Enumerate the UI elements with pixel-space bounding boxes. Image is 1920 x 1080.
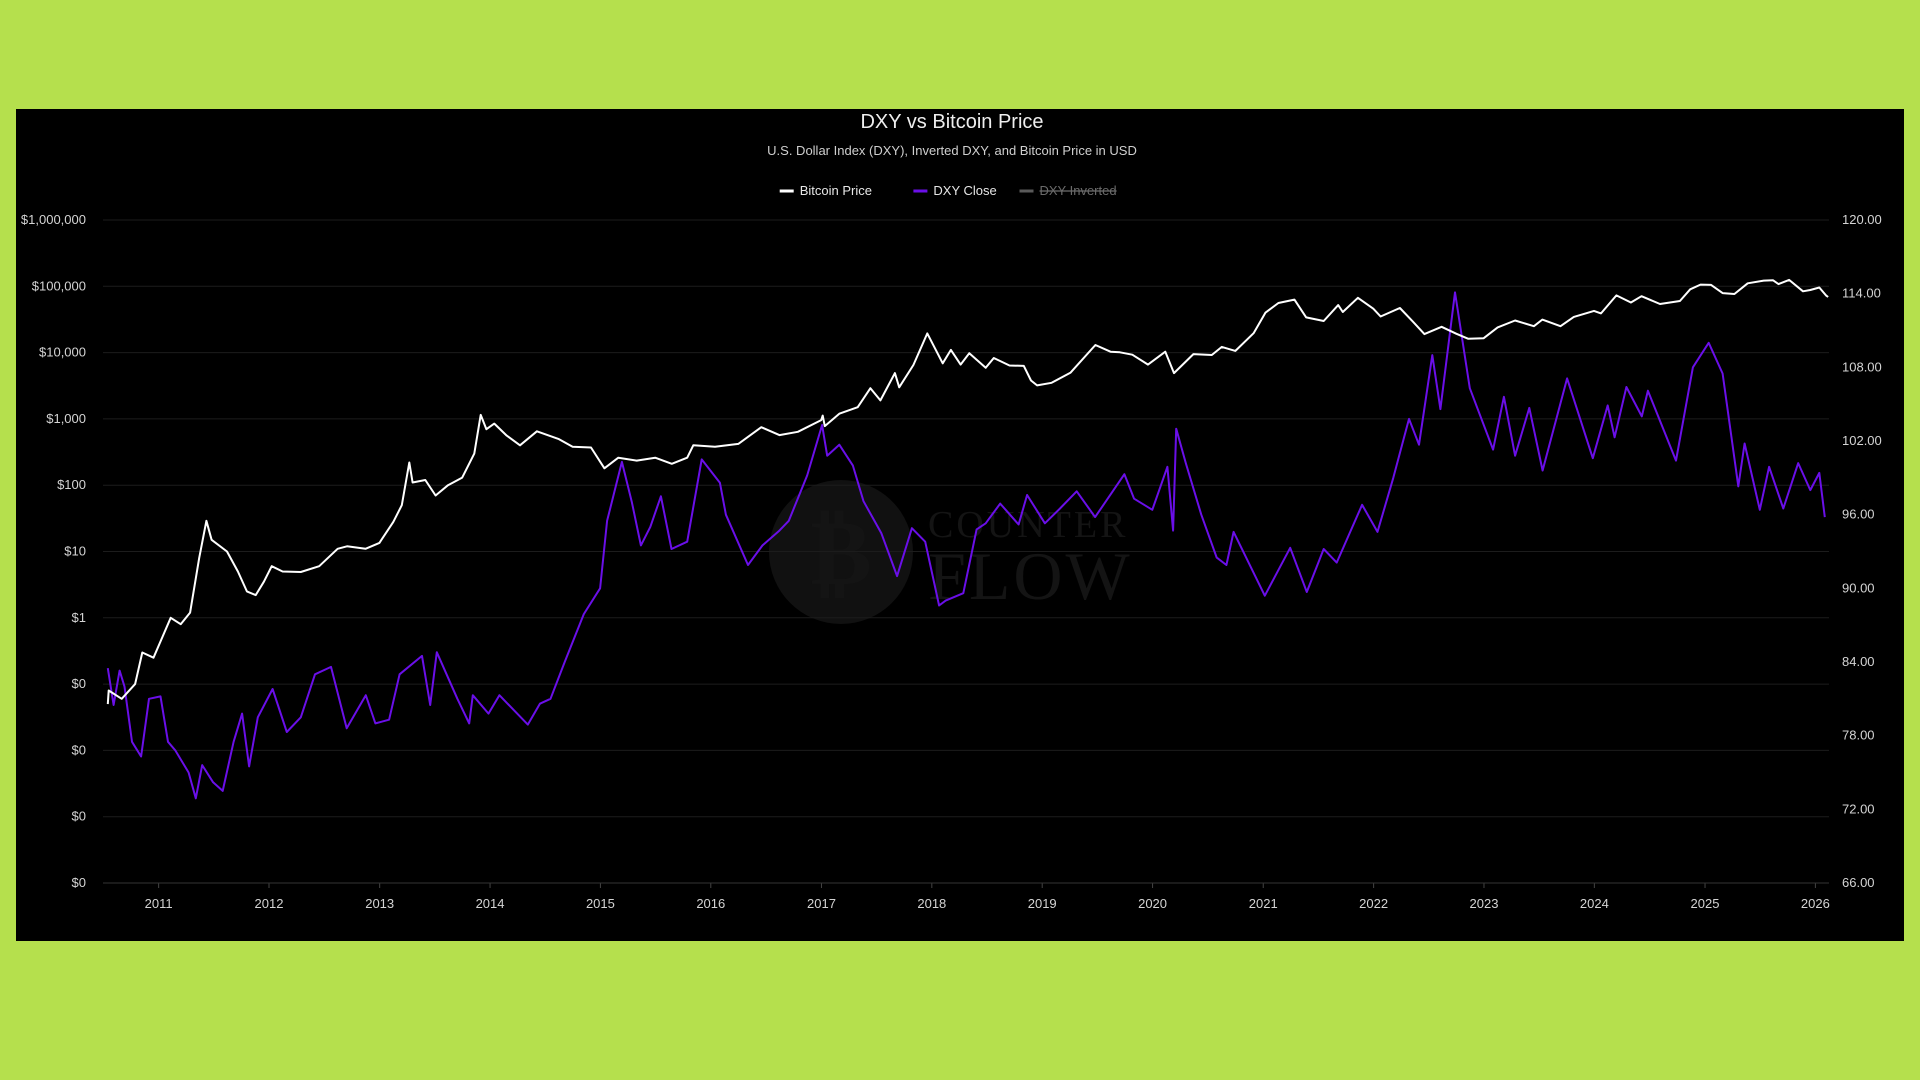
x-tick-label: 2025 (1691, 896, 1720, 911)
chart-panel: ₿ COUNTER FLOW $0 $0 $0 $0 $1 $10 $100 $1,000 $1… (16, 109, 1904, 941)
series-layer (106, 278, 1829, 800)
legend-label: DXY Inverted (1040, 183, 1117, 198)
x-tick-label: 2019 (1028, 896, 1057, 911)
x-tick-label: 2014 (476, 896, 505, 911)
y-right-tick-label: 108.00 (1842, 359, 1882, 374)
y-left-tick-label: $10,000 (39, 345, 86, 360)
legend-item-dxy-inverted[interactable]: DXY Inverted (1019, 183, 1117, 198)
x-tick-label: 2023 (1470, 896, 1499, 911)
x-tick-label: 2013 (365, 896, 394, 911)
bitcoin-price-series-line (106, 278, 1829, 705)
y-right-tick-label: 102.00 (1842, 433, 1882, 448)
y-right-tick-label: 72.00 (1842, 801, 1875, 816)
chart-subtitle: U.S. Dollar Index (DXY), Inverted DXY, a… (767, 143, 1137, 158)
x-tick-label: 2011 (145, 896, 173, 911)
y-left-tick-label: $100 (57, 477, 86, 492)
legend-item-bitcoin-price[interactable]: Bitcoin Price (779, 183, 872, 198)
y-right-tick-label: 90.00 (1842, 580, 1875, 595)
right-axis: 66.00 72.00 78.00 84.00 90.00 96.00 102.00 108.… (1842, 212, 1882, 890)
left-axis: $0 $0 $0 $0 $1 $10 $100 $1,000 $10,000 $100,000 $1… (21, 212, 86, 890)
y-left-tick-label: $1,000,000 (21, 212, 86, 227)
x-axis: 2011 2012 2013 2014 2015 2016 2017 2018 2019 2020… (145, 883, 1830, 911)
y-right-tick-label: 114.00 (1842, 286, 1881, 301)
legend-label: Bitcoin Price (800, 183, 872, 198)
y-left-tick-label: $1 (72, 610, 86, 625)
y-left-tick-label: $0 (72, 742, 86, 757)
y-left-tick-label: $100,000 (32, 278, 86, 293)
chart-title: DXY vs Bitcoin Price (860, 111, 1043, 133)
dxy-close-series-line (106, 291, 1826, 800)
x-tick-label: 2015 (586, 896, 615, 911)
watermark-line1: COUNTER (928, 504, 1128, 546)
y-left-tick-label: $0 (72, 676, 86, 691)
x-tick-label: 2020 (1138, 896, 1167, 911)
x-tick-label: 2012 (255, 896, 284, 911)
y-left-tick-label: $1,000 (46, 411, 86, 426)
legend-label: DXY Close (933, 183, 996, 198)
grid-layer (103, 219, 1829, 818)
y-right-tick-label: 120.00 (1842, 212, 1882, 227)
y-left-tick-label: $0 (72, 809, 86, 824)
x-tick-label: 2026 (1801, 896, 1830, 911)
x-tick-label: 2021 (1249, 896, 1278, 911)
legend-item-dxy-close[interactable]: DXY Close (913, 183, 997, 198)
x-tick-label: 2024 (1580, 896, 1609, 911)
y-right-tick-label: 66.00 (1842, 875, 1875, 890)
y-right-tick-label: 96.00 (1842, 507, 1875, 522)
x-tick-label: 2018 (917, 896, 946, 911)
y-left-tick-label: $10 (64, 544, 86, 559)
watermark: ₿ COUNTER FLOW (769, 480, 1133, 624)
legend: Bitcoin Price DXY Close DXY Inverted (779, 183, 1117, 198)
watermark-line2: FLOW (928, 538, 1133, 614)
y-right-tick-label: 78.00 (1842, 728, 1875, 743)
x-tick-label: 2016 (696, 896, 725, 911)
y-left-tick-label: $0 (72, 875, 86, 890)
bitcoin-logo-glyph: ₿ (810, 502, 871, 604)
y-right-tick-label: 84.00 (1842, 654, 1875, 669)
chart-svg: ₿ COUNTER FLOW $0 $0 $0 $0 $1 $10 $100 $1,000 $1… (21, 111, 1882, 911)
x-tick-label: 2022 (1359, 896, 1388, 911)
x-tick-label: 2017 (807, 896, 836, 911)
